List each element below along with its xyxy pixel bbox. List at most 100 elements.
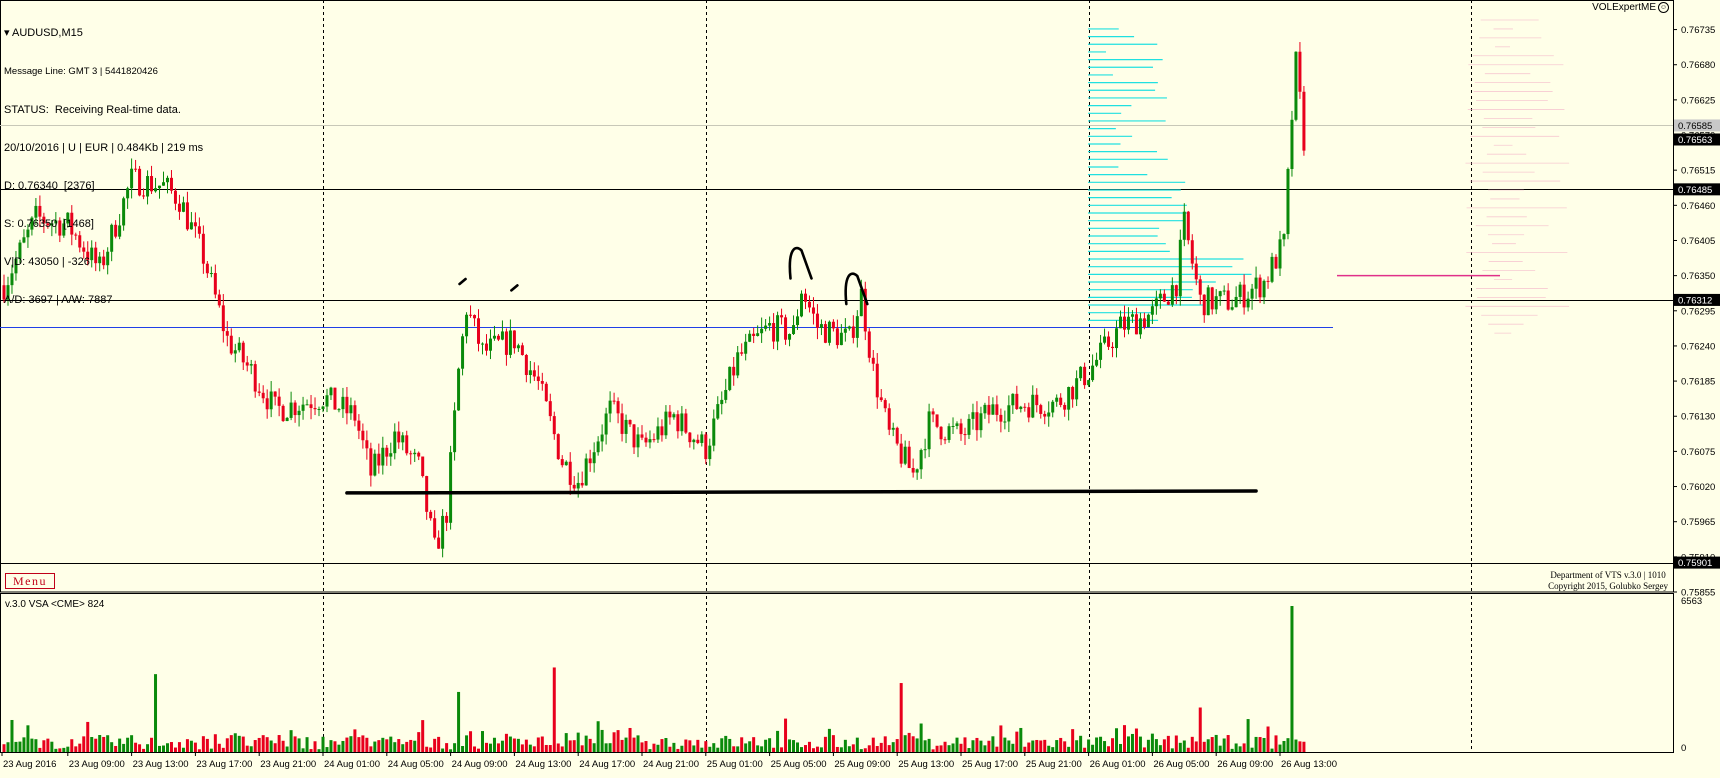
candle-body xyxy=(863,288,867,332)
menu-button[interactable]: Menu xyxy=(5,573,55,589)
volume-bar xyxy=(26,725,30,752)
price-tick-label: 0.76460 xyxy=(1681,201,1715,212)
candle-body xyxy=(1063,404,1067,410)
volume-bar xyxy=(572,740,576,752)
candle-body xyxy=(995,404,999,415)
credits: Department of VTS v.3.0 | 1010 Copyright… xyxy=(1548,570,1668,592)
volume-bar xyxy=(536,737,540,752)
credits-line-2: Copyright 2015, Golubko Sergey xyxy=(1548,581,1668,591)
volume-bar xyxy=(325,747,329,752)
volume-bar xyxy=(768,738,772,752)
candle-body xyxy=(676,414,680,432)
candle-body xyxy=(1238,284,1242,297)
candle-body xyxy=(162,182,165,186)
volume-bar xyxy=(237,735,241,752)
volume-bar xyxy=(1250,747,1254,752)
candle-body xyxy=(1214,296,1218,310)
candle-body xyxy=(1142,318,1146,328)
candle-body xyxy=(313,408,317,410)
volume-bar xyxy=(1198,707,1202,752)
volume-bar xyxy=(257,737,261,752)
volume-bar xyxy=(253,740,257,752)
volume-bar xyxy=(1178,742,1182,752)
volume-bar xyxy=(676,748,680,752)
volume-bar xyxy=(484,742,488,752)
candle-body xyxy=(943,439,947,441)
volume-bar xyxy=(1023,746,1027,752)
volume-bar xyxy=(138,744,142,752)
volume-bar xyxy=(1282,740,1286,752)
time-tick-label: 23 Aug 2016 xyxy=(3,759,56,770)
candle-body xyxy=(911,467,915,473)
volume-bar xyxy=(903,735,907,752)
candle-body xyxy=(887,408,891,430)
candle-body xyxy=(245,362,249,366)
price-marker-label: 0.76312 xyxy=(1678,295,1712,306)
volume-bar xyxy=(516,738,520,752)
candle-body xyxy=(827,321,831,343)
time-tick-label: 23 Aug 13:00 xyxy=(133,759,189,770)
price-marker-label: 0.75901 xyxy=(1678,558,1712,569)
candle-body xyxy=(1107,336,1111,347)
candle-body xyxy=(1095,359,1099,366)
candle-body xyxy=(1302,91,1306,151)
volume-bar xyxy=(564,733,568,752)
candle-body xyxy=(1190,240,1194,264)
candle-body xyxy=(353,405,357,421)
candle-body xyxy=(389,453,393,457)
candle-body xyxy=(927,411,931,450)
volume-bar xyxy=(1158,745,1162,752)
volume-bar xyxy=(1294,739,1298,752)
volume-bar xyxy=(245,745,249,752)
volume-bar xyxy=(668,746,672,752)
time-tick-label: 26 Aug 05:00 xyxy=(1153,759,1209,770)
price-panel-frame xyxy=(0,0,1674,593)
candle-body xyxy=(221,305,225,332)
volume-bar xyxy=(289,730,293,752)
candle-body xyxy=(1290,119,1294,169)
volume-bar xyxy=(1262,737,1266,752)
volume-bar xyxy=(333,741,337,752)
volume-bar xyxy=(899,683,903,752)
volume-bar xyxy=(1091,744,1095,752)
volume-bar xyxy=(349,736,353,752)
candle-body xyxy=(421,456,425,477)
candle-body xyxy=(397,431,401,443)
price-tick-label: 0.76680 xyxy=(1681,60,1715,71)
volume-bar xyxy=(632,737,636,752)
candle-body xyxy=(473,315,477,319)
volume-bar xyxy=(477,748,481,752)
candle-body xyxy=(1166,301,1170,305)
collapse-triangle-icon[interactable]: ▾ xyxy=(4,27,10,40)
volume-bar xyxy=(146,744,150,752)
volume-bar xyxy=(46,738,50,752)
volume-bar xyxy=(628,727,632,752)
candle-body xyxy=(1202,294,1206,316)
volume-bar xyxy=(867,745,871,752)
volume-bar xyxy=(269,740,273,752)
time-tick-label: 24 Aug 09:00 xyxy=(452,759,508,770)
candle-body xyxy=(991,404,995,415)
demand-line: D: 0.76340 [2376] xyxy=(4,179,95,192)
candle-body xyxy=(154,188,158,192)
volume-bar xyxy=(780,747,784,752)
volume-bar xyxy=(915,738,919,752)
price-tick-label: 0.75855 xyxy=(1681,588,1715,599)
volume-bar xyxy=(596,721,600,752)
candle-body xyxy=(740,352,744,354)
volume-bar xyxy=(317,749,321,752)
volume-bar xyxy=(106,735,110,752)
candle-body xyxy=(333,387,337,410)
candle-body xyxy=(98,256,102,264)
candle-body xyxy=(401,435,405,443)
candle-body xyxy=(608,400,612,414)
volume-bar xyxy=(608,743,612,752)
volume-bar xyxy=(1222,738,1226,752)
candle-body xyxy=(616,401,620,414)
candle-body xyxy=(1079,366,1083,379)
volume-bar xyxy=(1154,739,1158,752)
candles-group xyxy=(2,42,1306,558)
smiley-face-icon[interactable]: ☺ xyxy=(1658,2,1669,13)
